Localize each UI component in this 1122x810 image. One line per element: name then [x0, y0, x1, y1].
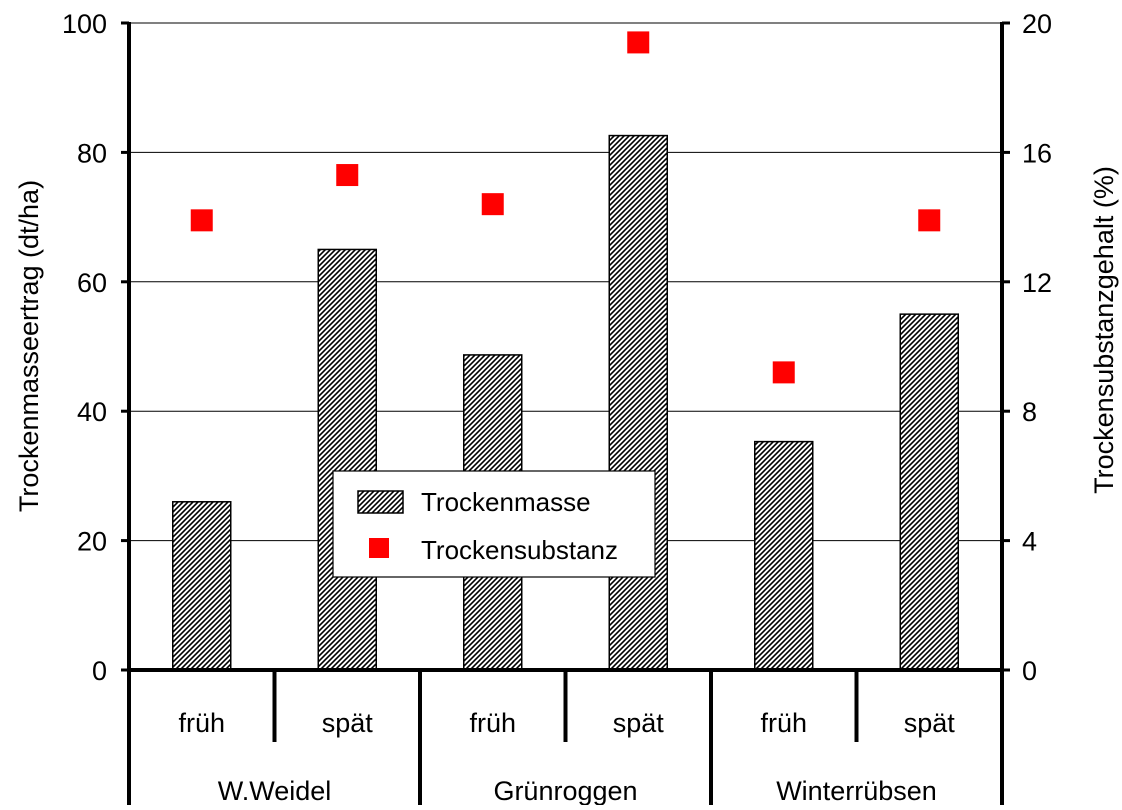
group-label: Grünroggen	[493, 776, 637, 805]
legend-box	[332, 470, 656, 578]
legend-swatch-point	[369, 538, 389, 558]
subcategory-label: früh	[760, 708, 807, 738]
left-tick-label: 80	[77, 138, 107, 168]
right-tick-label: 20	[1022, 9, 1052, 39]
legend-label: Trockensubstanz	[421, 535, 618, 565]
bar	[172, 501, 232, 671]
legend-label: Trockenmasse	[421, 487, 591, 517]
subcategory-label: früh	[469, 708, 516, 738]
left-tick-label: 20	[77, 527, 107, 557]
y-axis-title-left: Trockenmasseertrag (dt/ha)	[14, 180, 44, 512]
data-point	[918, 209, 941, 232]
bar	[754, 440, 814, 671]
data-point	[772, 361, 795, 384]
subcategory-label: spät	[613, 708, 665, 738]
bar	[317, 248, 377, 671]
y-axis-title-right: Trockensubstanzgehalt (%)	[1089, 166, 1119, 494]
left-tick-label: 40	[77, 397, 107, 427]
left-tick-label: 0	[92, 656, 107, 686]
left-tick-label: 60	[77, 268, 107, 298]
right-tick-label: 8	[1022, 397, 1037, 427]
subcategory-label: spät	[904, 708, 956, 738]
subcategory-label: früh	[178, 708, 225, 738]
bar	[899, 313, 959, 671]
data-point	[190, 209, 213, 232]
data-point	[627, 31, 650, 54]
right-tick-label: 12	[1022, 268, 1052, 298]
right-tick-label: 16	[1022, 138, 1052, 168]
data-point	[336, 164, 359, 187]
group-label: W.Weidel	[218, 776, 332, 805]
subcategory-label: spät	[322, 708, 374, 738]
group-label: Winterrübsen	[776, 776, 937, 805]
data-point	[481, 193, 504, 216]
bar	[608, 134, 668, 671]
left-tick-label: 100	[62, 9, 107, 39]
right-tick-label: 0	[1022, 656, 1037, 686]
right-tick-label: 4	[1022, 527, 1037, 557]
legend-swatch-bar	[357, 490, 404, 514]
